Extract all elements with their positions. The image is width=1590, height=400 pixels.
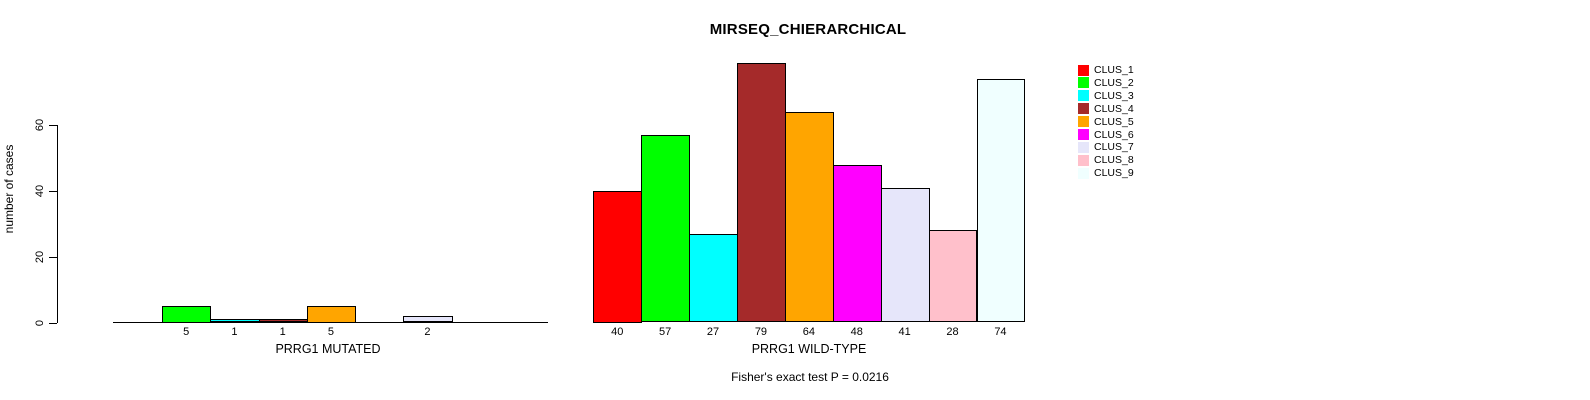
legend-swatch-clus_7: [1078, 141, 1089, 153]
y-axis-tick-label: 0: [34, 319, 46, 326]
legend-item-clus_4: CLUS_4: [1078, 103, 1134, 115]
bar-clus_4: [737, 62, 786, 323]
bar-count-label: 1: [279, 326, 286, 338]
legend-item-clus_1: CLUS_1: [1078, 64, 1134, 76]
bar-clus_6: [832, 164, 882, 323]
legend-item-clus_6: CLUS_6: [1078, 129, 1134, 141]
bar-clus_4: [258, 319, 308, 323]
bar-count-label: 41: [898, 326, 911, 338]
bar-clus_2: [162, 306, 212, 323]
y-axis-line: [57, 125, 58, 323]
legend-label: CLUS_2: [1094, 76, 1134, 89]
legend-label: CLUS_1: [1094, 64, 1134, 76]
bar-count-label: 64: [802, 326, 815, 338]
bar-clus_1: [593, 191, 643, 323]
legend-swatch-clus_1: [1078, 64, 1089, 76]
legend-item-clus_8: CLUS_8: [1078, 154, 1134, 166]
legend-swatch-clus_3: [1078, 90, 1089, 102]
legend-label: CLUS_8: [1094, 154, 1134, 167]
y-axis-title: number of cases: [2, 144, 16, 234]
y-axis-tick: [49, 191, 57, 192]
legend-item-clus_5: CLUS_5: [1078, 116, 1134, 128]
legend-swatch-clus_2: [1078, 77, 1089, 89]
y-axis-tick: [49, 256, 57, 258]
bar-clus_3: [689, 233, 738, 323]
bar-clus_5: [306, 306, 357, 323]
bar-count-label: 27: [706, 326, 720, 338]
legend-swatch-clus_8: [1078, 154, 1089, 166]
legend-label: CLUS_5: [1094, 115, 1134, 128]
bar-count-label: 57: [659, 326, 672, 338]
y-axis-tick-label: 20: [34, 250, 46, 263]
y-axis-tick-label: 60: [34, 119, 46, 132]
legend-item-clus_9: CLUS_9: [1078, 167, 1134, 179]
bar-clus_7: [880, 187, 930, 323]
chart-title: MIRSEQ_CHIERARCHICAL: [709, 21, 907, 38]
y-axis-tick-label: 40: [34, 184, 46, 198]
legend-item-clus_2: CLUS_2: [1078, 77, 1134, 89]
legend-label: CLUS_3: [1094, 89, 1134, 102]
legend-item-clus_3: CLUS_3: [1078, 90, 1134, 102]
x-axis-line-mutated-group: [113, 322, 548, 323]
bar-count-label: 1: [231, 326, 238, 338]
group-label-wild-type: PRRG1 WILD-TYPE: [751, 342, 867, 356]
bar-count-label: 40: [611, 326, 624, 338]
bar-clus_9: [976, 79, 1026, 323]
bar-clus_8: [928, 230, 978, 323]
group-label-mutated: PRRG1 MUTATED: [275, 342, 381, 356]
bar-count-label: 74: [994, 326, 1007, 338]
y-axis-tick: [49, 322, 57, 324]
bar-clus_3: [210, 319, 260, 323]
bar-count-label: 2: [424, 326, 431, 338]
bar-clus_7: [403, 315, 453, 323]
bar-clus_2: [641, 135, 691, 323]
bar-count-label: 5: [327, 326, 334, 338]
legend-swatch-clus_4: [1078, 103, 1089, 115]
fisher-test-annotation: Fisher's exact test P = 0.0216: [731, 370, 889, 384]
legend-swatch-clus_5: [1078, 116, 1089, 128]
legend-label: CLUS_4: [1094, 102, 1134, 115]
bar-count-label: 28: [946, 326, 959, 338]
legend-swatch-clus_6: [1078, 129, 1089, 140]
y-axis-tick: [49, 125, 57, 127]
legend-label: CLUS_6: [1094, 128, 1134, 141]
bar-clus_5: [784, 112, 834, 323]
bar-count-label: 79: [754, 326, 768, 338]
bar-count-label: 48: [850, 326, 863, 338]
legend-item-clus_7: CLUS_7: [1078, 141, 1134, 153]
legend-label: CLUS_7: [1094, 141, 1134, 154]
legend-label: CLUS_9: [1094, 167, 1134, 180]
legend-swatch-clus_9: [1078, 167, 1089, 179]
bar-count-label: 5: [183, 326, 190, 338]
